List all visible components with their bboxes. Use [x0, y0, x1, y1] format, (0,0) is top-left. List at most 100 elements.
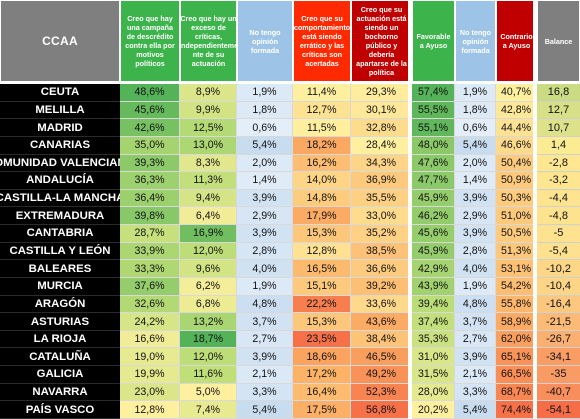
column-header-ccaa: CCAA — [0, 0, 120, 82]
table-cell: 18,7% — [180, 330, 237, 349]
table-cell: 39,2% — [351, 277, 412, 296]
row-label: EXTREMADURA — [0, 207, 120, 226]
table-cell: 22,2% — [293, 295, 351, 314]
table-cell: 3,9% — [455, 348, 496, 367]
table-cell: 46,6% — [496, 136, 537, 155]
row-label: ASTURIAS — [0, 313, 120, 331]
table-cell: 14,8% — [293, 189, 351, 208]
table-cell: 39,3% — [120, 154, 180, 173]
table-cell: 47,6% — [412, 154, 455, 173]
table-cell: 18,6% — [293, 348, 351, 367]
table-cell: 3,3% — [455, 383, 496, 402]
column-header: Creo que su comportamiento está siendo e… — [293, 0, 351, 82]
row-label: CASTILLA-LA MANCHA — [0, 189, 124, 208]
table-cell: 9,6% — [180, 260, 237, 278]
balance-cell: -2,8 — [537, 154, 580, 173]
row-label: COMUNIDAD VALENCIANA — [0, 154, 134, 173]
table-cell: 17,2% — [293, 366, 351, 384]
table-cell: 74,4% — [496, 401, 537, 419]
table-cell: 19,9% — [120, 366, 180, 384]
table-cell: 43,9% — [412, 277, 455, 296]
balance-cell: -5 — [537, 225, 580, 243]
table-cell: 50,9% — [496, 172, 537, 190]
table-cell: 49,2% — [351, 366, 412, 384]
table-cell: 12,0% — [180, 348, 237, 367]
row-label: CEUTA — [0, 84, 120, 102]
table-cell: 42,6% — [120, 119, 180, 137]
table-cell: 5,4% — [455, 136, 496, 155]
table-cell: 3,7% — [237, 313, 293, 331]
balance-cell: 1,4 — [537, 136, 580, 155]
table-cell: 11,6% — [180, 366, 237, 384]
table-cell: 17,9% — [293, 207, 351, 226]
column-header: Creo que hay un exceso de críticas, inde… — [179, 0, 238, 82]
table-cell: 38,4% — [351, 330, 412, 349]
table-cell: 34,3% — [351, 154, 412, 173]
table-cell: 48,6% — [120, 84, 180, 102]
table-cell: 62,0% — [496, 330, 537, 349]
table-cell: 23,0% — [120, 383, 180, 402]
table-cell: 11,3% — [180, 172, 237, 190]
row-label: CANARIAS — [0, 136, 120, 155]
table-cell: 33,3% — [120, 260, 180, 278]
table-cell: 8,9% — [180, 84, 237, 102]
balance-cell: -16,4 — [537, 295, 580, 314]
table-cell: 12,8% — [120, 401, 180, 419]
table-cell: 66,5% — [496, 366, 537, 384]
table-cell: 68,7% — [496, 383, 537, 402]
balance-cell: -3,2 — [537, 172, 580, 190]
table-cell: 11,5% — [293, 119, 351, 137]
table-cell: 33,6% — [351, 295, 412, 314]
balance-cell: 10,7 — [537, 119, 580, 137]
table-cell: 4,8% — [237, 295, 293, 314]
table-cell: 3,9% — [237, 189, 293, 208]
table-cell: 12,7% — [293, 101, 351, 120]
table-cell: 44,4% — [496, 119, 537, 137]
table-cell: 31,0% — [412, 348, 455, 367]
table-cell: 38,5% — [351, 242, 412, 261]
table-cell: 11,4% — [293, 84, 351, 102]
row-label: MELILLA — [0, 101, 120, 120]
table-cell: 20,2% — [412, 401, 455, 419]
table-cell: 55,1% — [412, 119, 455, 137]
table-cell: 16,5% — [293, 260, 351, 278]
table-cell: 0,6% — [455, 119, 496, 137]
table-cell: 36,6% — [351, 260, 412, 278]
table-cell: 45,9% — [412, 242, 455, 261]
table-cell: 28,7% — [120, 225, 180, 243]
table-cell: 39,4% — [412, 295, 455, 314]
table-cell: 0,6% — [237, 119, 293, 137]
column-header: No tengo opinión formada — [455, 0, 496, 82]
table-cell: 3,9% — [455, 225, 496, 243]
table-cell: 12,5% — [180, 119, 237, 137]
balance-cell: -21,5 — [537, 313, 580, 331]
row-label: MURCIA — [0, 277, 120, 296]
column-header: Creo que su actuación está siendo un boc… — [351, 0, 412, 82]
table-cell: 16,2% — [293, 154, 351, 173]
row-label: ANDALUCÍA — [0, 172, 120, 190]
row-label: BALEARES — [0, 260, 120, 278]
table-cell: 1,9% — [237, 84, 293, 102]
table-cell: 5,0% — [180, 383, 237, 402]
table-cell: 2,1% — [455, 366, 496, 384]
table-cell: 50,4% — [496, 154, 537, 173]
row-label: CATALUÑA — [0, 348, 120, 367]
table-cell: 13,2% — [180, 313, 237, 331]
table-cell: 5,4% — [237, 401, 293, 419]
balance-cell: -4,4 — [537, 189, 580, 208]
group-separator — [408, 0, 412, 419]
table-cell: 45,6% — [120, 101, 180, 120]
table-cell: 35,0% — [120, 136, 180, 155]
table-cell: 3,7% — [455, 313, 496, 331]
table-cell: 46,5% — [351, 348, 412, 367]
table-cell: 45,6% — [412, 225, 455, 243]
table-cell: 3,3% — [237, 383, 293, 402]
column-header: Favorable a Ayuso — [412, 0, 455, 82]
table-cell: 56,8% — [351, 401, 412, 419]
row-label: NAVARRA — [0, 383, 120, 402]
balance-cell: -5,4 — [537, 242, 580, 261]
table-cell: 52,3% — [351, 383, 412, 402]
table-cell: 58,9% — [496, 313, 537, 331]
table-cell: 7,4% — [180, 401, 237, 419]
row-label: CASTILLA Y LEÓN — [0, 242, 120, 261]
